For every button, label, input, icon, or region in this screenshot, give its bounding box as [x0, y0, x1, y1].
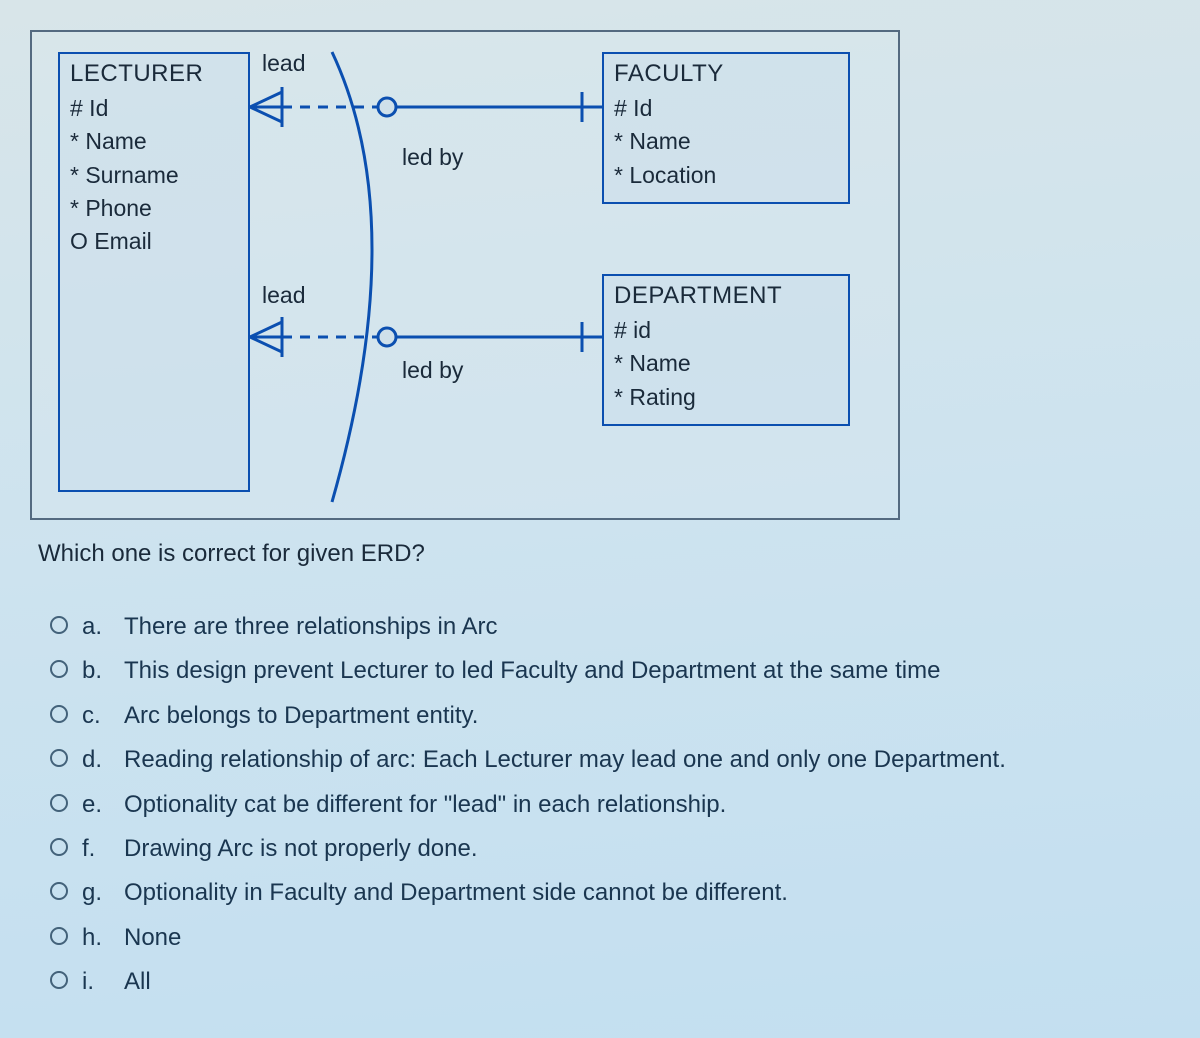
option-letter: h.: [82, 919, 110, 957]
option-c[interactable]: c. Arc belongs to Department entity.: [50, 697, 1170, 735]
option-text: All: [124, 963, 151, 1001]
option-text: Arc belongs to Department entity.: [124, 697, 478, 735]
erd-diagram-frame: LECTURER # Id * Name * Surname * Phone O…: [30, 30, 900, 520]
question-text: Which one is correct for given ERD?: [38, 540, 1170, 568]
radio-icon[interactable]: [50, 794, 68, 812]
radio-icon[interactable]: [50, 838, 68, 856]
option-f[interactable]: f. Drawing Arc is not properly done.: [50, 830, 1170, 868]
radio-icon[interactable]: [50, 660, 68, 678]
option-text: Optionality cat be different for "lead" …: [124, 786, 726, 824]
radio-icon[interactable]: [50, 971, 68, 989]
option-letter: e.: [82, 786, 110, 824]
option-letter: b.: [82, 652, 110, 690]
option-g[interactable]: g. Optionality in Faculty and Department…: [50, 874, 1170, 912]
option-letter: a.: [82, 608, 110, 646]
option-a[interactable]: a. There are three relationships in Arc: [50, 608, 1170, 646]
option-letter: i.: [82, 963, 110, 1001]
radio-icon[interactable]: [50, 749, 68, 767]
option-text: Optionality in Faculty and Department si…: [124, 874, 788, 912]
radio-icon[interactable]: [50, 705, 68, 723]
option-text: Reading relationship of arc: Each Lectur…: [124, 741, 1006, 779]
option-i[interactable]: i. All: [50, 963, 1170, 1001]
option-letter: g.: [82, 874, 110, 912]
option-text: None: [124, 919, 181, 957]
option-e[interactable]: e. Optionality cat be different for "lea…: [50, 786, 1170, 824]
option-letter: f.: [82, 830, 110, 868]
radio-icon[interactable]: [50, 616, 68, 634]
option-text: Drawing Arc is not properly done.: [124, 830, 478, 868]
option-letter: c.: [82, 697, 110, 735]
option-text: This design prevent Lecturer to led Facu…: [124, 652, 940, 690]
erd-connectors: [32, 32, 898, 518]
option-b[interactable]: b. This design prevent Lecturer to led F…: [50, 652, 1170, 690]
option-d[interactable]: d. Reading relationship of arc: Each Lec…: [50, 741, 1170, 779]
option-h[interactable]: h. None: [50, 919, 1170, 957]
radio-icon[interactable]: [50, 927, 68, 945]
option-letter: d.: [82, 741, 110, 779]
options-list: a. There are three relationships in Arc …: [50, 608, 1170, 1002]
radio-icon[interactable]: [50, 882, 68, 900]
option-text: There are three relationships in Arc: [124, 608, 498, 646]
